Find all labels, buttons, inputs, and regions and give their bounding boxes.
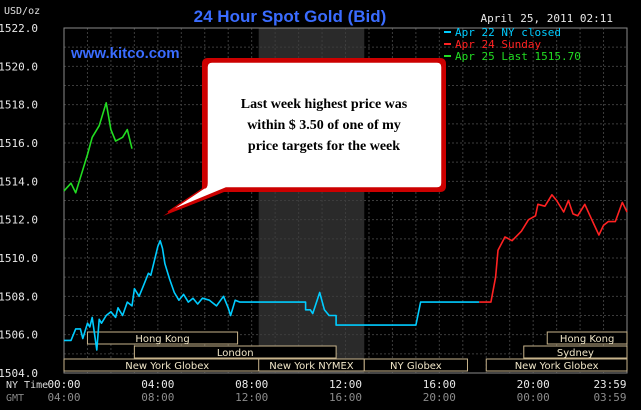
legend-entry: Apr 25 Last 1515.70 [455,50,581,63]
market-sessions: Hong Kong New York Globex London New York N… [63,331,628,372]
market-session-bar [133,345,337,359]
y-tick-label: 1506.0 [0,329,38,342]
annotation: Last week highest price was within $ 3.50… [163,58,446,216]
price-series [63,102,628,351]
y-tick-label: 1514.0 [0,175,38,188]
y-tick-label: 1522.0 [0,22,38,35]
x-tick-label-gmt: 03:59 [593,391,626,404]
chart-date: April 25, 2011 02:11 [481,12,613,25]
x-tick-label-gmt: 20:00 [423,391,456,404]
market-session-bar [523,345,628,359]
market-session-label: Hong Kong [135,334,189,345]
annotation-text: Last week highest price was within $ 3.50… [241,97,408,154]
y-tick-label: 1504.0 [0,367,38,380]
x-tick-label-ny: 16:00 [423,378,456,391]
y-tick-label: 1518.0 [0,99,38,112]
market-session-label: New York Globex [125,361,209,372]
x-tick-label-gmt: 04:00 [47,391,80,404]
y-tick-label: 1510.0 [0,252,38,265]
website-label: www.kitco.com [70,45,180,62]
x-axis: 00:00 04:00 08:00 12:00 16:00 20:00 23:5904:00… [47,378,626,404]
x-tick-label-gmt: 12:00 [235,391,268,404]
x-tick-label-ny: 12:00 [329,378,362,391]
market-session-label: NY Globex [390,361,442,372]
y-tick-label: 1512.0 [0,214,38,227]
x-tick-label-gmt: 08:00 [141,391,174,404]
y-tick-label: 1516.0 [0,137,38,150]
series-line [63,102,133,194]
chart-title: 24 Hour Spot Gold (Bid) [194,7,387,26]
x-tick-label-ny: 04:00 [141,378,174,391]
x-tick-label-ny: 20:00 [517,378,550,391]
x-tick-label-ny: 23:59 [593,378,626,391]
market-session-label: Hong Kong [560,334,614,345]
x-tick-label-ny: 08:00 [235,378,268,391]
series-line [479,194,628,303]
market-session-label: New York NYMEX [269,361,354,372]
x-tick-label-gmt: 16:00 [329,391,362,404]
x-axis-gmt-label: GMT [6,393,24,404]
market-session-label: London [217,348,254,359]
x-tick-label-ny: 00:00 [47,378,80,391]
x-axis-ny-label: NY Time [6,380,48,391]
market-session-bar [485,358,628,372]
market-session-bar [363,358,468,372]
y-tick-label: 1508.0 [0,290,38,303]
market-session-bar [546,331,628,345]
series-line [64,239,480,351]
y-tick-label: 1520.0 [0,60,38,73]
market-session-label: New York Globex [515,361,599,372]
legend-entry: Apr 24 Sunday [455,38,541,51]
market-session-label: Sydney [557,348,594,359]
y-axis: 1522.0 1520.0 1518.0 1516.0 1514.0 1512.0 1510… [0,22,38,380]
legend-entry: Apr 22 NY closed [455,26,561,39]
plot-border [63,27,628,374]
market-session-bar [86,331,239,345]
annotation-callout [167,61,443,213]
y-axis-unit: USD/oz [4,6,40,17]
x-tick-label-gmt: 00:00 [517,391,550,404]
